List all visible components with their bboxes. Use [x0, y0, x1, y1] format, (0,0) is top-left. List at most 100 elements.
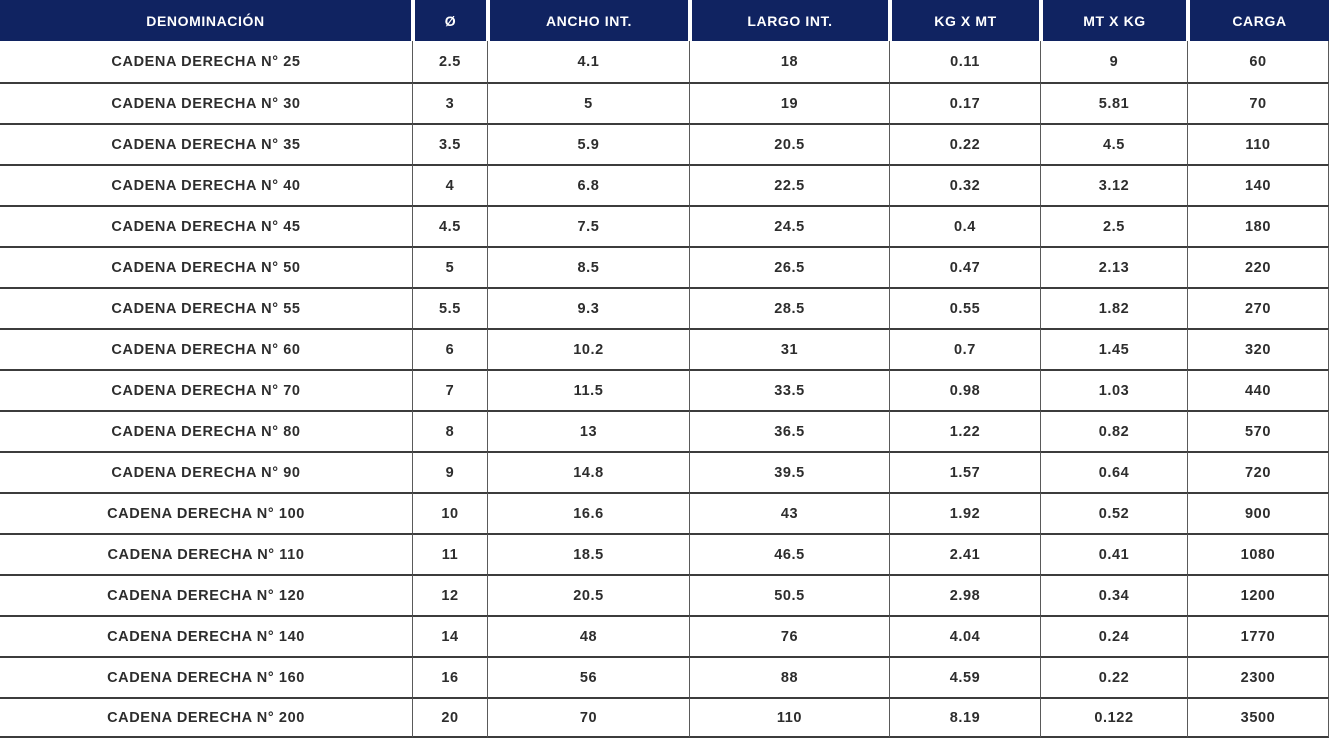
cell-carga: 1770 — [1188, 615, 1329, 656]
cell-largo_int: 39.5 — [690, 451, 890, 492]
cell-mt_x_kg: 5.81 — [1041, 82, 1188, 123]
table-row: CADENA DERECHA N° 70 7 11.5 33.5 0.98 1.03 440 — [0, 369, 1329, 410]
table-row: CADENA DERECHA N° 30 3 5 19 0.17 5.81 70 — [0, 82, 1329, 123]
cell-diametro: 5.5 — [413, 287, 488, 328]
table-row: CADENA DERECHA N° 140 14 48 76 4.04 0.24 1770 — [0, 615, 1329, 656]
column-header-denominacion: DENOMINACIÓN — [0, 0, 413, 41]
column-header-largo_int: LARGO INT. — [690, 0, 890, 41]
cell-carga: 140 — [1188, 164, 1329, 205]
cell-carga: 270 — [1188, 287, 1329, 328]
cell-mt_x_kg: 3.12 — [1041, 164, 1188, 205]
cell-mt_x_kg: 0.122 — [1041, 697, 1188, 738]
cell-largo_int: 43 — [690, 492, 890, 533]
table-row: CADENA DERECHA N° 35 3.5 5.9 20.5 0.22 4.5 110 — [0, 123, 1329, 164]
cell-mt_x_kg: 0.24 — [1041, 615, 1188, 656]
cell-mt_x_kg: 0.64 — [1041, 451, 1188, 492]
cell-mt_x_kg: 0.34 — [1041, 574, 1188, 615]
cell-denominacion: CADENA DERECHA N° 35 — [0, 123, 413, 164]
cell-ancho_int: 4.1 — [488, 41, 690, 82]
column-header-kg_x_mt: KG X MT — [890, 0, 1041, 41]
cell-kg_x_mt: 1.57 — [890, 451, 1041, 492]
cell-diametro: 14 — [413, 615, 488, 656]
cell-diametro: 6 — [413, 328, 488, 369]
cell-ancho_int: 6.8 — [488, 164, 690, 205]
cell-kg_x_mt: 8.19 — [890, 697, 1041, 738]
cell-denominacion: CADENA DERECHA N° 200 — [0, 697, 413, 738]
table-row: CADENA DERECHA N° 120 12 20.5 50.5 2.98 0.34 1… — [0, 574, 1329, 615]
cell-carga: 220 — [1188, 246, 1329, 287]
cell-ancho_int: 10.2 — [488, 328, 690, 369]
cell-diametro: 3.5 — [413, 123, 488, 164]
cell-largo_int: 26.5 — [690, 246, 890, 287]
cell-mt_x_kg: 0.52 — [1041, 492, 1188, 533]
cell-denominacion: CADENA DERECHA N° 55 — [0, 287, 413, 328]
column-header-mt_x_kg: MT X KG — [1041, 0, 1188, 41]
cell-carga: 1200 — [1188, 574, 1329, 615]
cell-kg_x_mt: 1.22 — [890, 410, 1041, 451]
cell-diametro: 11 — [413, 533, 488, 574]
table-row: CADENA DERECHA N° 25 2.5 4.1 18 0.11 9 60 — [0, 41, 1329, 82]
cell-largo_int: 24.5 — [690, 205, 890, 246]
table-row: CADENA DERECHA N° 80 8 13 36.5 1.22 0.82 570 — [0, 410, 1329, 451]
cell-largo_int: 36.5 — [690, 410, 890, 451]
cell-largo_int: 19 — [690, 82, 890, 123]
cell-denominacion: CADENA DERECHA N° 30 — [0, 82, 413, 123]
cell-diametro: 20 — [413, 697, 488, 738]
cell-ancho_int: 9.3 — [488, 287, 690, 328]
cell-ancho_int: 13 — [488, 410, 690, 451]
cell-largo_int: 88 — [690, 656, 890, 697]
cell-carga: 180 — [1188, 205, 1329, 246]
cell-diametro: 4 — [413, 164, 488, 205]
cell-denominacion: CADENA DERECHA N° 45 — [0, 205, 413, 246]
cell-carga: 2300 — [1188, 656, 1329, 697]
cell-diametro: 2.5 — [413, 41, 488, 82]
cell-kg_x_mt: 4.04 — [890, 615, 1041, 656]
table-row: CADENA DERECHA N° 50 5 8.5 26.5 0.47 2.13 220 — [0, 246, 1329, 287]
table-row: CADENA DERECHA N° 55 5.5 9.3 28.5 0.55 1.82 27… — [0, 287, 1329, 328]
cell-largo_int: 20.5 — [690, 123, 890, 164]
cell-carga: 900 — [1188, 492, 1329, 533]
cell-kg_x_mt: 0.22 — [890, 123, 1041, 164]
cell-ancho_int: 16.6 — [488, 492, 690, 533]
cell-denominacion: CADENA DERECHA N° 50 — [0, 246, 413, 287]
cell-ancho_int: 7.5 — [488, 205, 690, 246]
cell-denominacion: CADENA DERECHA N° 25 — [0, 41, 413, 82]
cell-ancho_int: 11.5 — [488, 369, 690, 410]
cell-carga: 110 — [1188, 123, 1329, 164]
cell-carga: 70 — [1188, 82, 1329, 123]
cell-kg_x_mt: 1.92 — [890, 492, 1041, 533]
cell-diametro: 5 — [413, 246, 488, 287]
table-body: CADENA DERECHA N° 25 2.5 4.1 18 0.11 9 60 CADEN… — [0, 41, 1329, 738]
cell-denominacion: CADENA DERECHA N° 160 — [0, 656, 413, 697]
cell-denominacion: CADENA DERECHA N° 110 — [0, 533, 413, 574]
cell-mt_x_kg: 1.82 — [1041, 287, 1188, 328]
cell-mt_x_kg: 2.13 — [1041, 246, 1188, 287]
header-row: DENOMINACIÓN Ø ANCHO INT. LARGO INT. KG X MT… — [0, 0, 1329, 41]
table-row: CADENA DERECHA N° 40 4 6.8 22.5 0.32 3.12 140 — [0, 164, 1329, 205]
cell-kg_x_mt: 0.32 — [890, 164, 1041, 205]
cell-largo_int: 46.5 — [690, 533, 890, 574]
table-row: CADENA DERECHA N° 45 4.5 7.5 24.5 0.4 2.5 180 — [0, 205, 1329, 246]
table-row: CADENA DERECHA N° 110 11 18.5 46.5 2.41 0.41 1… — [0, 533, 1329, 574]
cell-mt_x_kg: 0.22 — [1041, 656, 1188, 697]
cell-carga: 570 — [1188, 410, 1329, 451]
cell-carga: 440 — [1188, 369, 1329, 410]
cell-mt_x_kg: 0.41 — [1041, 533, 1188, 574]
cell-diametro: 10 — [413, 492, 488, 533]
cell-largo_int: 28.5 — [690, 287, 890, 328]
cell-denominacion: CADENA DERECHA N° 120 — [0, 574, 413, 615]
cell-diametro: 8 — [413, 410, 488, 451]
cell-largo_int: 18 — [690, 41, 890, 82]
cell-carga: 3500 — [1188, 697, 1329, 738]
cell-diametro: 16 — [413, 656, 488, 697]
table-row: CADENA DERECHA N° 160 16 56 88 4.59 0.22 2300 — [0, 656, 1329, 697]
cell-kg_x_mt: 0.11 — [890, 41, 1041, 82]
cell-denominacion: CADENA DERECHA N° 70 — [0, 369, 413, 410]
table-row: CADENA DERECHA N° 60 6 10.2 31 0.7 1.45 320 — [0, 328, 1329, 369]
cell-carga: 320 — [1188, 328, 1329, 369]
cell-diametro: 3 — [413, 82, 488, 123]
cell-ancho_int: 48 — [488, 615, 690, 656]
cell-carga: 1080 — [1188, 533, 1329, 574]
column-header-carga: CARGA — [1188, 0, 1329, 41]
